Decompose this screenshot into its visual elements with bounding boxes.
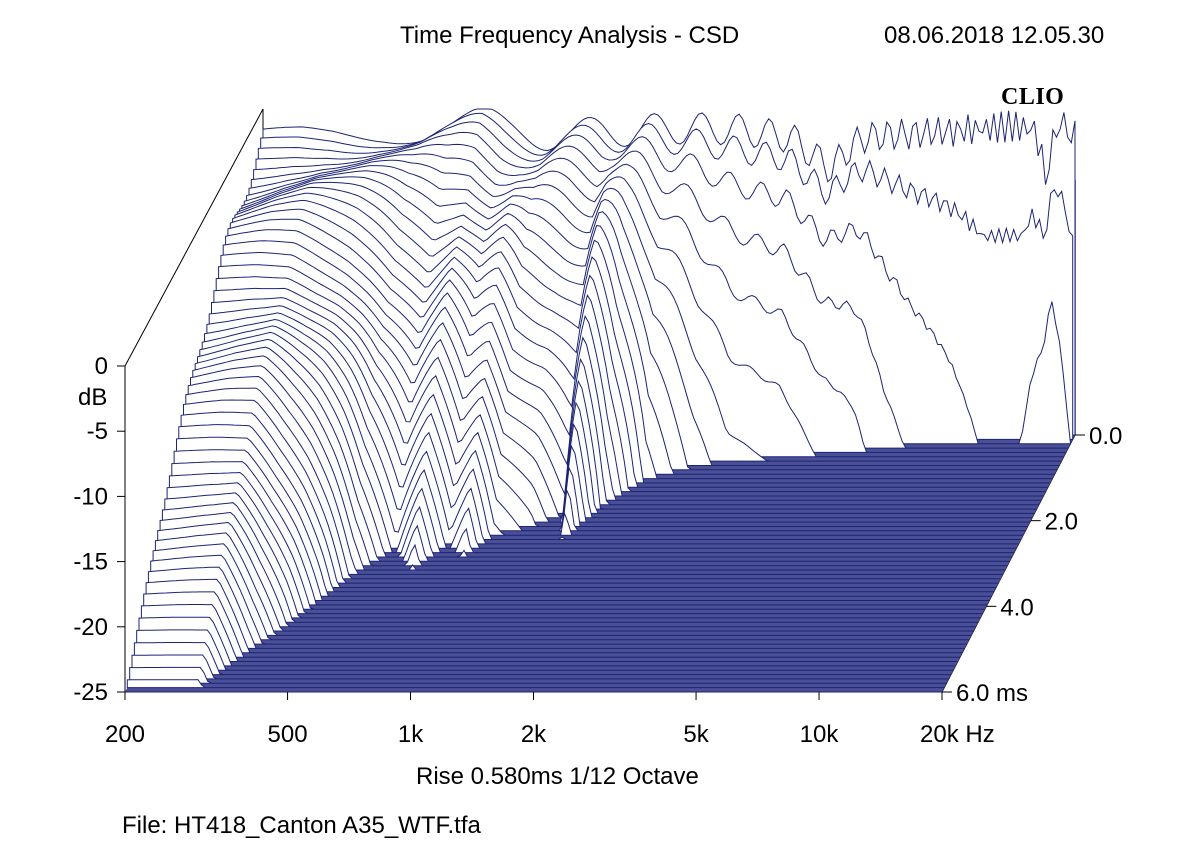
z-tick-label: 0.0: [1089, 423, 1122, 450]
x-tick-label: 2k: [521, 721, 547, 748]
z-tick-label: 6.0 ms: [956, 680, 1028, 707]
x-tick-label: 1k: [398, 721, 424, 748]
decay-slice: [131, 654, 949, 680]
y-tick-label: -5: [87, 418, 108, 445]
y-axis-ticks: 0 -5 -10 -15 -20 -25: [73, 353, 125, 706]
z-axis-ticks: 0.0 2.0 4.0 6.0 ms: [942, 423, 1122, 707]
y-tick-label: -15: [73, 549, 108, 576]
decay-slice: [133, 642, 951, 676]
x-tick-label: 500: [268, 721, 308, 748]
x-axis-ticks: 200 500 1k 2k 5k 10k 20k Hz: [105, 692, 995, 748]
x-tick-label: 5k: [683, 721, 709, 748]
y-axis-label: dB: [78, 384, 107, 411]
timestamp: 08.06.2018 12.05.30: [884, 22, 1105, 49]
y-tick-label: 0: [95, 353, 108, 380]
chart-title: Time Frequency Analysis - CSD: [400, 22, 740, 49]
x-tick-label: 20k Hz: [920, 721, 995, 748]
decay-slice: [129, 666, 947, 684]
y-tick-label: -10: [73, 483, 108, 510]
decay-slices: [125, 108, 1076, 693]
y-tick-label: -20: [73, 614, 108, 641]
decay-slice: [136, 629, 954, 671]
file-name: File: HT418_Canton A35_WTF.tfa: [122, 812, 481, 839]
y-tick-label: -25: [73, 679, 108, 706]
frame-diagonal-top: [124, 108, 264, 367]
decay-slice: [126, 679, 945, 689]
clio-brand-logo: CLIO: [1001, 84, 1065, 110]
x-tick-label: 200: [105, 721, 145, 748]
z-tick-label: 4.0: [1000, 594, 1033, 621]
z-tick-label: 2.0: [1045, 509, 1078, 536]
x-tick-label: 10k: [800, 721, 840, 748]
analysis-settings: Rise 0.580ms 1/12 Octave: [416, 763, 699, 790]
